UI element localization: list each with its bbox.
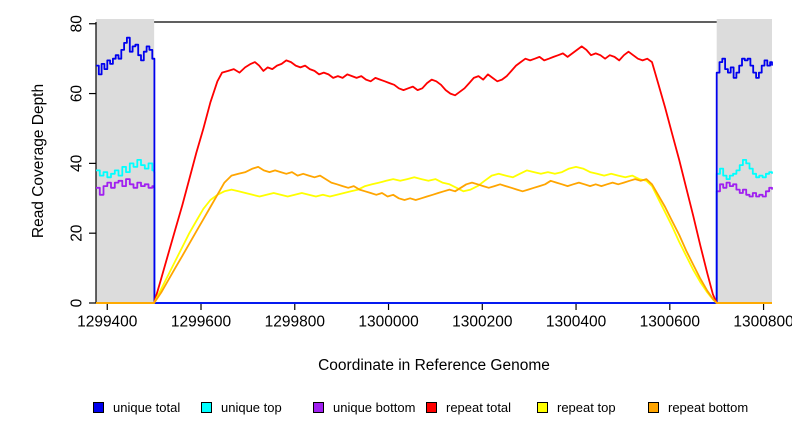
series-line-unique-total bbox=[96, 36, 773, 304]
x-tick-label: 1300400 bbox=[546, 313, 607, 330]
legend-swatch-unique-bottom bbox=[313, 401, 324, 413]
legend-label: unique top bbox=[221, 399, 282, 415]
x-tick-label: 1300000 bbox=[358, 313, 419, 330]
legend: unique total unique top unique bottom repea… bbox=[0, 398, 792, 420]
legend-label: repeat top bbox=[557, 399, 616, 415]
legend-swatch-repeat-bottom bbox=[648, 401, 659, 413]
y-tick-label: 80 bbox=[69, 15, 86, 33]
legend-label: unique bottom bbox=[333, 399, 416, 415]
legend-label: repeat total bbox=[446, 399, 512, 415]
legend-swatch-repeat-top bbox=[537, 401, 548, 413]
legend-item-unique-total: unique total bbox=[93, 398, 180, 416]
x-tick-label: 1299800 bbox=[265, 313, 326, 330]
legend-item-repeat-top: repeat top bbox=[537, 398, 616, 416]
series-line-repeat-top bbox=[96, 166, 772, 304]
y-tick-label: 60 bbox=[69, 85, 86, 103]
y-tick-label: 20 bbox=[69, 224, 86, 242]
legend-label: unique total bbox=[113, 399, 181, 415]
y-tick-label: 40 bbox=[69, 154, 86, 172]
legend-item-repeat-total: repeat total bbox=[426, 398, 511, 416]
x-axis-title: Coordinate in Reference Genome bbox=[318, 357, 550, 374]
y-axis-title: Read Coverage Depth bbox=[30, 83, 47, 239]
x-tick-label: 1299400 bbox=[77, 313, 138, 330]
legend-swatch-unique-top bbox=[201, 401, 212, 413]
legend-item-unique-bottom: unique bottom bbox=[313, 398, 415, 416]
legend-swatch-repeat-total bbox=[426, 401, 437, 413]
legend-item-unique-top: unique top bbox=[201, 398, 282, 416]
series-line-unique-top bbox=[96, 159, 773, 304]
legend-label: repeat bottom bbox=[668, 399, 749, 415]
series-line-repeat-total bbox=[96, 45, 772, 304]
y-tick-label: 0 bbox=[69, 298, 86, 307]
legend-item-repeat-bottom: repeat bottom bbox=[648, 398, 748, 416]
masked-region bbox=[96, 19, 155, 303]
x-tick-label: 1299600 bbox=[171, 313, 232, 330]
legend-swatch-unique-total bbox=[93, 401, 104, 413]
series-line-unique-bottom bbox=[96, 178, 773, 304]
x-tick-label: 1300600 bbox=[640, 313, 701, 330]
x-tick-label: 1300200 bbox=[452, 313, 513, 330]
x-tick-label: 1300800 bbox=[733, 313, 792, 330]
series-line-repeat-bottom bbox=[96, 166, 772, 304]
